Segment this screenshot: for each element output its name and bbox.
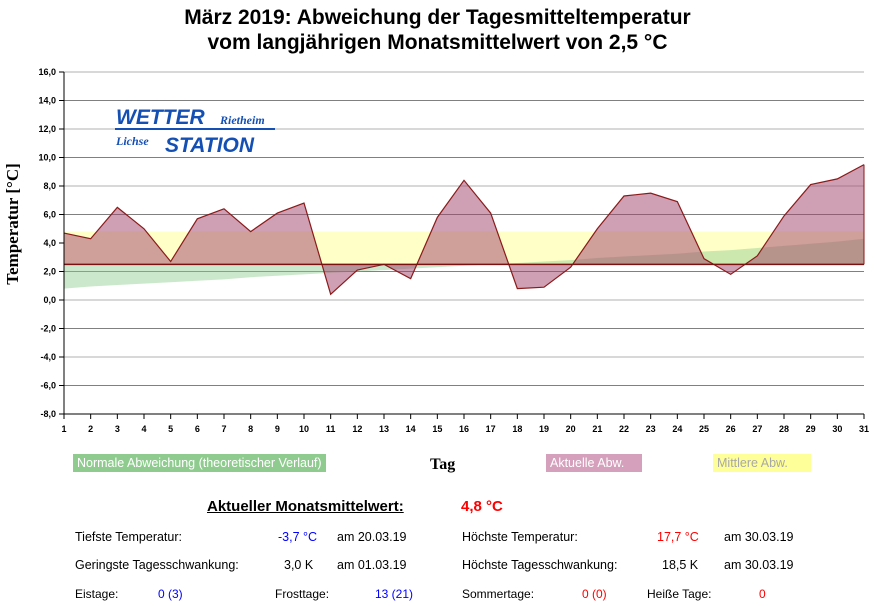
x-tick-label: 17: [486, 424, 496, 434]
max-range-label: Höchste Tagesschwankung:: [462, 558, 618, 572]
chart-title-line1: März 2019: Abweichung der Tagesmitteltem…: [184, 6, 691, 29]
summer-days-value: 0 (0): [582, 587, 607, 601]
y-tick-label: 6,0: [43, 210, 56, 220]
actual-deviation-area: [64, 164, 864, 295]
hot-days-value: 0: [759, 587, 766, 601]
y-axis-label: Temperatur [°C]: [3, 163, 22, 285]
max-range-value: 18,5 K: [662, 558, 699, 572]
actual-deviation-line: [63, 164, 865, 296]
x-tick-label: 25: [699, 424, 709, 434]
max-range-date: am 30.03.19: [724, 558, 794, 572]
x-tick-label: 22: [619, 424, 629, 434]
legend-actual: Aktuelle Abw.: [546, 454, 642, 472]
hot-days-label: Heiße Tage:: [647, 587, 712, 601]
svg-text:Lichse: Lichse: [115, 134, 149, 148]
x-tick-label: 13: [379, 424, 389, 434]
chart-svg: -8,0 -6,0 -4,0 -2,0 0,0 2,0 4,0 6,0 8,0 10,0 12,0 1…: [3, 67, 869, 434]
x-tick-label: 12: [352, 424, 362, 434]
x-tick-label: 16: [459, 424, 469, 434]
x-tick-label: 7: [221, 424, 226, 434]
x-tick-label: 18: [512, 424, 522, 434]
y-tick-label: -4,0: [40, 352, 56, 362]
svg-text:WETTER: WETTER: [116, 106, 205, 129]
x-tick-label: 28: [779, 424, 789, 434]
min-range-value: 3,0 K: [284, 558, 314, 572]
y-tick-label: -8,0: [40, 409, 56, 419]
y-tick-label: -6,0: [40, 381, 56, 391]
x-tick-label: 21: [592, 424, 602, 434]
x-tick-label: 31: [859, 424, 869, 434]
x-tick-label: 29: [806, 424, 816, 434]
legend-mean: Mittlere Abw.: [713, 454, 811, 472]
x-tick-label: 5: [168, 424, 173, 434]
y-tick-label: 4,0: [43, 238, 56, 248]
y-tick-label: 14,0: [38, 96, 56, 106]
svg-text:STATION: STATION: [165, 134, 255, 157]
max-temp-label: Höchste Temperatur:: [462, 530, 578, 544]
x-tick-label: 15: [432, 424, 442, 434]
summer-days-label: Sommertage:: [462, 587, 535, 601]
min-temp-value: -3,7 °C: [278, 530, 318, 544]
x-tick-label: 27: [752, 424, 762, 434]
frost-days-value: 13 (21): [375, 587, 414, 601]
x-tick-label: 14: [406, 424, 416, 434]
x-tick-label: 8: [248, 424, 253, 434]
x-tick-label: 1: [61, 424, 66, 434]
x-tick-label: 10: [299, 424, 309, 434]
x-tick-label: 24: [672, 424, 682, 434]
x-tick-label: 4: [141, 424, 146, 434]
x-tick-label: 26: [726, 424, 736, 434]
y-tick-label: -2,0: [40, 324, 56, 334]
y-tick-label: 16,0: [38, 67, 56, 77]
x-tick-label: 6: [195, 424, 200, 434]
ice-days-value: 0 (3): [158, 587, 183, 601]
frost-days-label: Frosttage:: [275, 587, 330, 601]
max-temp-date: am 30.03.19: [724, 530, 794, 544]
ice-days-label: Eistage:: [75, 587, 119, 601]
monthly-mean-label: Aktueller Monatsmittelwert:: [207, 498, 404, 515]
x-tick-label: 11: [326, 424, 336, 434]
normal-deviation-area: [64, 238, 864, 289]
legend-normal: Normale Abweichung (theoretischer Verlau…: [73, 454, 326, 472]
x-tick-label: 30: [832, 424, 842, 434]
x-tick-label: 9: [275, 424, 280, 434]
x-tick-label: 20: [566, 424, 576, 434]
x-axis-label: Tag: [430, 456, 456, 473]
y-tick-label: 0,0: [43, 295, 56, 305]
svg-text:Rietheim: Rietheim: [219, 113, 265, 127]
logo: WETTER Rietheim Lichse STATION: [115, 106, 275, 157]
y-tick-label: 8,0: [43, 181, 56, 191]
min-temp-label: Tiefste Temperatur:: [75, 530, 182, 544]
chart-title-line2: vom langjährigen Monatsmittelwert von 2,…: [207, 31, 668, 54]
min-range-date: am 01.03.19: [337, 558, 407, 572]
monthly-mean-value: 4,8 °C: [461, 498, 503, 515]
x-tick-label: 19: [539, 424, 549, 434]
min-range-label: Geringste Tagesschwankung:: [75, 558, 239, 572]
min-temp-date: am 20.03.19: [337, 530, 407, 544]
x-tick-label: 23: [646, 424, 656, 434]
y-tick-label: 2,0: [43, 267, 56, 277]
y-tick-label: 10,0: [38, 153, 56, 163]
max-temp-value: 17,7 °C: [657, 530, 699, 544]
y-tick-label: 12,0: [38, 124, 56, 134]
x-tick-label: 3: [115, 424, 120, 434]
x-tick-label: 2: [88, 424, 93, 434]
